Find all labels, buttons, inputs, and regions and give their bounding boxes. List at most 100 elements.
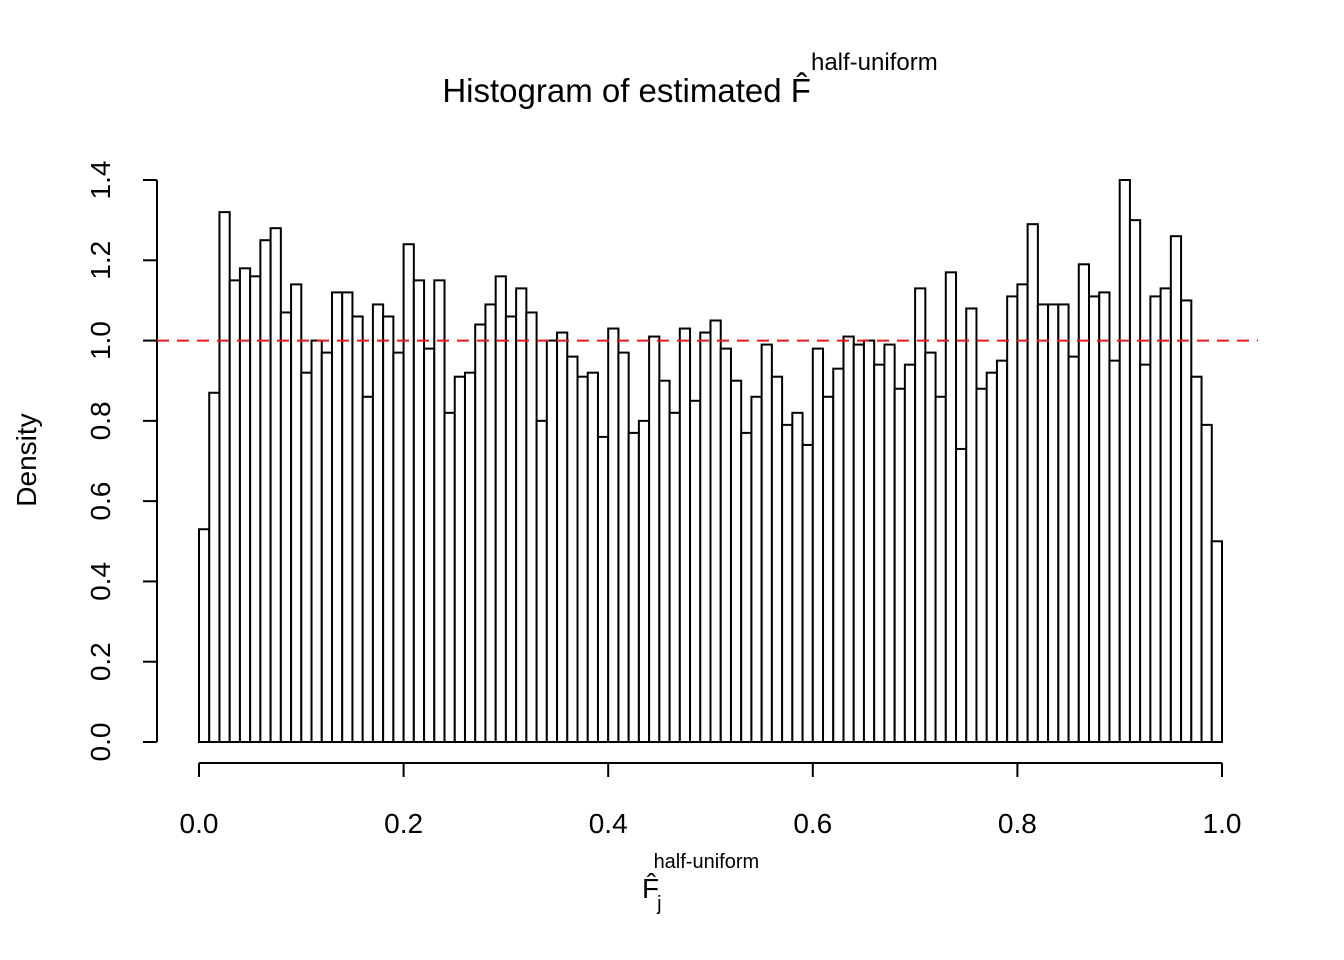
histogram-bar — [1098, 291, 1111, 743]
histogram-bar — [269, 227, 282, 743]
histogram-bar — [341, 291, 354, 743]
histogram-bar — [832, 367, 845, 743]
histogram-bar — [903, 363, 917, 743]
x-label-symbol: F̂ — [642, 873, 659, 904]
histogram-bar — [596, 435, 610, 743]
histogram-bar — [443, 411, 456, 743]
title-symbol: F̂ — [791, 72, 811, 109]
histogram-bar — [607, 327, 620, 743]
histogram-bar — [361, 395, 374, 743]
x-tick-label: 0.6 — [793, 808, 832, 839]
histogram-bar — [1057, 303, 1070, 743]
histogram-bar — [463, 371, 477, 743]
histogram-bar — [320, 351, 333, 743]
histogram-bar — [627, 431, 640, 743]
y-axis-label: Density — [11, 413, 42, 506]
histogram-bar — [218, 211, 231, 744]
histogram-bar — [719, 347, 732, 743]
histogram-bar — [228, 279, 241, 743]
histogram-bar — [310, 339, 323, 743]
chart-title: Histogram of estimated F̂half-uniform — [442, 49, 937, 109]
y-tick-label: 0.2 — [85, 642, 116, 681]
histogram-bar — [934, 395, 947, 743]
histogram-bar — [504, 315, 518, 743]
histogram-bar — [198, 528, 211, 743]
histogram-bar — [678, 327, 692, 743]
histogram-bar — [648, 335, 661, 743]
histogram-bar — [781, 423, 794, 743]
y-tick-label: 1.4 — [85, 161, 116, 200]
histogram-bar — [1047, 303, 1060, 743]
histogram-bar — [873, 363, 886, 743]
y-tick-label: 0.6 — [85, 482, 116, 521]
histogram-bar — [750, 395, 763, 743]
histogram-bar — [402, 243, 415, 743]
histogram-bar — [1139, 363, 1152, 743]
histogram-bar — [290, 283, 303, 743]
x-tick-label: 0.0 — [180, 808, 219, 839]
histogram-bar — [1118, 179, 1131, 743]
histogram-bar — [515, 287, 528, 743]
histogram-bar — [1159, 287, 1172, 743]
histogram-bar — [955, 447, 968, 743]
histogram-bar — [453, 375, 466, 743]
histogram-bar — [791, 411, 804, 743]
histogram-bar — [729, 379, 743, 743]
x-label-subscript: j — [656, 893, 661, 915]
x-tick-label: 0.4 — [589, 808, 628, 839]
histogram-bar — [985, 371, 998, 743]
histogram-bar — [770, 375, 784, 743]
histogram-bar — [566, 355, 579, 743]
histogram-bar — [1016, 283, 1029, 743]
histogram-bar — [423, 347, 436, 743]
histogram-bar — [668, 411, 681, 743]
y-tick-label: 1.0 — [85, 321, 116, 360]
histogram-bar — [576, 375, 589, 743]
histogram-bar — [249, 275, 262, 743]
histogram-bar — [1026, 223, 1039, 743]
histogram-bar — [1067, 355, 1080, 743]
histogram-bar — [689, 399, 702, 743]
histogram-bar — [1200, 423, 1213, 743]
histogram-bar — [760, 343, 773, 743]
histogram-bar — [1180, 299, 1193, 743]
histogram-bar — [1169, 235, 1183, 743]
histogram-bar — [862, 339, 876, 743]
histogram-bar — [995, 359, 1009, 743]
histogram-bar — [1088, 295, 1101, 743]
histogram-bar — [1108, 359, 1121, 743]
histogram-bar — [699, 331, 712, 743]
histogram-bar — [259, 239, 272, 743]
histogram-bar — [811, 347, 825, 743]
histogram-bar — [975, 387, 988, 743]
histogram-bar — [474, 323, 487, 743]
histogram-bar — [883, 343, 896, 743]
histogram-bar — [893, 387, 906, 743]
histogram-bar — [545, 339, 559, 743]
histogram-bar — [965, 307, 978, 743]
histogram-bar — [1036, 303, 1050, 743]
histogram-bar — [1210, 540, 1224, 743]
histogram-bar — [801, 443, 814, 743]
histogram-bar — [658, 379, 671, 743]
histogram-bar — [1006, 295, 1019, 743]
histogram-bar — [208, 391, 221, 743]
histogram-bar — [392, 351, 405, 743]
histogram-bar — [617, 351, 630, 743]
x-tick-label: 1.0 — [1203, 808, 1242, 839]
histogram-bar — [944, 271, 958, 743]
histogram-bar — [709, 319, 722, 743]
histogram-bar — [382, 315, 395, 743]
y-tick-label: 1.2 — [85, 241, 116, 280]
histogram-bar — [371, 303, 385, 743]
y-tick-label: 0.0 — [85, 723, 116, 762]
histogram-bar — [330, 291, 344, 743]
histogram-bar — [535, 419, 548, 743]
histogram-bar — [351, 315, 364, 743]
histogram-bar — [412, 279, 426, 743]
histogram-bar — [586, 371, 599, 743]
histogram-bar — [1128, 219, 1142, 743]
histogram-bar — [1149, 295, 1162, 743]
histogram-bar — [852, 343, 865, 743]
histogram-bar — [433, 279, 446, 743]
